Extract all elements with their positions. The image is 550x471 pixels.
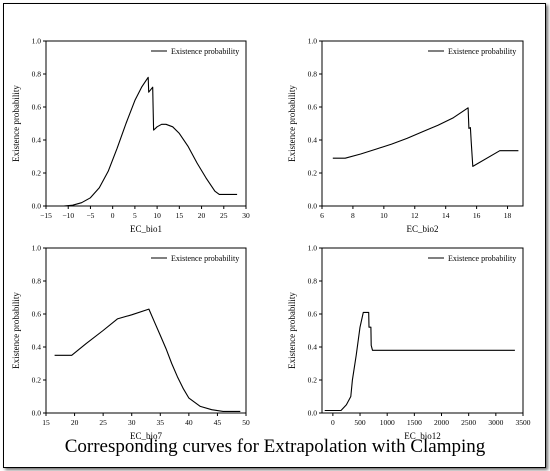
x-tick-label: 20 (71, 418, 79, 427)
x-tick-label: 15 (176, 211, 184, 220)
y-tick-label: 0.4 (308, 343, 318, 352)
y-tick-label: 0.8 (308, 277, 318, 286)
x-tick-label: 20 (198, 211, 206, 220)
y-axis-label: Existence probability (287, 85, 297, 162)
y-tick-label: 1.0 (32, 37, 42, 46)
y-tick-label: 0.8 (32, 277, 42, 286)
y-tick-label: 1.0 (32, 244, 42, 253)
x-tick-label: 5 (133, 211, 137, 220)
x-tick-label: 14 (442, 211, 450, 220)
chart-panel: 15 20 25 30 35 40 45 50 0.0 0.2 0.4 0.6 0.8 1.0 EC_bio… (11, 244, 250, 442)
x-axis-label: EC_bio1 (130, 224, 162, 234)
x-tick-label: 30 (242, 211, 250, 220)
x-tick-label: 35 (157, 418, 165, 427)
x-tick-label: 15 (42, 418, 50, 427)
x-tick-label: 16 (473, 211, 481, 220)
x-tick-label: 45 (214, 418, 222, 427)
x-tick-label: 12 (411, 211, 419, 220)
x-tick-label: 2000 (434, 418, 449, 427)
y-axis-label: Existence probability (11, 292, 21, 369)
x-tick-label: −10 (62, 211, 74, 220)
y-tick-label: 0.0 (32, 409, 42, 418)
y-tick-label: 0.0 (32, 202, 42, 211)
y-tick-label: 0.0 (308, 409, 318, 418)
x-tick-label: 1000 (380, 418, 395, 427)
plot-area (321, 247, 524, 414)
x-tick-label: −5 (86, 211, 94, 220)
y-tick-label: 1.0 (308, 244, 318, 253)
y-axis-label: Existence probability (287, 292, 297, 369)
x-tick-label: 8 (351, 211, 355, 220)
figure-frame (3, 3, 546, 468)
y-tick-label: 0.6 (308, 310, 318, 319)
series-line (324, 311, 515, 412)
x-tick-label: 6 (320, 211, 324, 220)
y-tick-label: 0.4 (308, 136, 318, 145)
x-tick-label: 18 (504, 211, 512, 220)
plot-area (45, 40, 247, 207)
x-tick-label: 40 (185, 418, 193, 427)
x-tick-label: 25 (220, 211, 228, 220)
x-tick-label: 30 (128, 418, 136, 427)
y-tick-label: 0.4 (32, 343, 42, 352)
x-tick-label: −15 (40, 211, 52, 220)
x-tick-label: 10 (153, 211, 161, 220)
y-tick-label: 0.6 (32, 310, 42, 319)
series-line (332, 107, 519, 167)
series-line (54, 308, 241, 412)
y-tick-label: 0.2 (308, 169, 318, 178)
x-tick-label: 1500 (407, 418, 422, 427)
y-tick-label: 0.2 (308, 376, 318, 385)
x-tick-label: 3500 (516, 418, 531, 427)
legend-label: Existence probability (448, 254, 516, 263)
figure-caption: Corresponding curves for Extrapolation w… (64, 436, 486, 457)
x-tick-label: 500 (354, 418, 366, 427)
y-tick-label: 0.4 (32, 136, 42, 145)
x-axis-label: EC_bio2 (406, 224, 438, 234)
chart-panel: −15 −10 −5 0 5 10 15 20 25 30 0.0 0.2 0.4 0.6 0.8 1.0 EC… (11, 37, 250, 235)
x-tick-label: 3000 (488, 418, 503, 427)
y-tick-label: 0.2 (32, 376, 42, 385)
x-tick-label: 10 (380, 211, 388, 220)
x-axis-label: EC_bio12 (404, 431, 441, 441)
chart-panel: 6 8 10 12 14 16 18 0.0 0.2 0.4 0.6 0.8 1.0 EC_bio2 Exi… (287, 37, 524, 234)
y-tick-label: 0.6 (32, 103, 42, 112)
y-tick-label: 1.0 (308, 37, 318, 46)
y-axis-label: Existence probability (11, 85, 21, 162)
legend-label: Existence probability (171, 47, 239, 56)
chart-panel: 0 500 1000 1500 2000 2500 3000 3500 0.0 0.2 0.4 0.6… (287, 244, 531, 442)
x-tick-label: 2500 (461, 418, 476, 427)
plot-area (45, 247, 247, 414)
x-tick-label: 25 (99, 418, 107, 427)
y-tick-label: 0.8 (308, 70, 318, 79)
series-line (63, 76, 238, 207)
plot-area (321, 40, 524, 207)
x-tick-label: 50 (242, 418, 250, 427)
y-tick-label: 0.0 (308, 202, 318, 211)
x-axis-label: EC_bio7 (130, 431, 163, 441)
x-tick-label: 0 (331, 418, 335, 427)
x-tick-label: 0 (111, 211, 115, 220)
legend-label: Existence probability (171, 254, 239, 263)
y-tick-label: 0.8 (32, 70, 42, 79)
y-tick-label: 0.2 (32, 169, 42, 178)
y-tick-label: 0.6 (308, 103, 318, 112)
legend-label: Existence probability (448, 47, 516, 56)
